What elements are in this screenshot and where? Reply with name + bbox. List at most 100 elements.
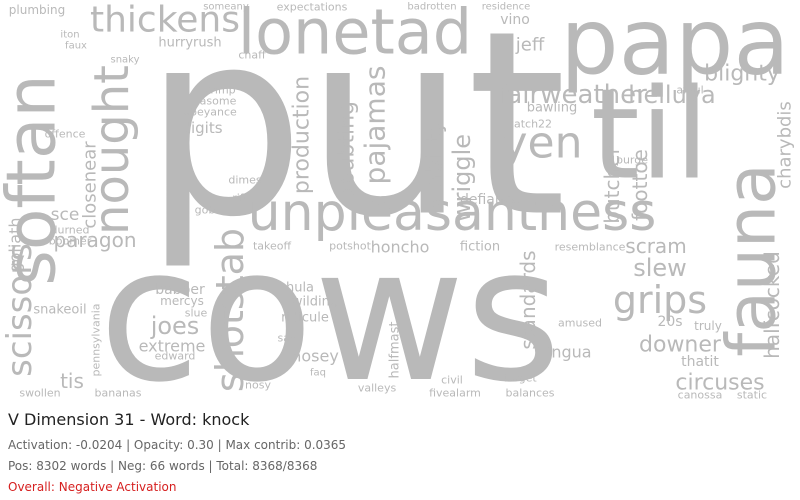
- cloud-word: nosey: [291, 347, 339, 366]
- cloud-word: potshot: [329, 240, 371, 253]
- cloud-word: fiction: [460, 240, 500, 255]
- cloud-word: honcho: [371, 238, 430, 257]
- cloud-word: yen: [502, 118, 583, 169]
- cloud-word: til: [591, 63, 709, 208]
- cloud-word: wilding: [292, 295, 338, 310]
- cloud-word: goliath: [6, 217, 25, 272]
- cloud-word: fauna: [713, 163, 792, 356]
- cloud-word: defiance: [460, 192, 520, 208]
- cloud-word: fairweather: [497, 80, 647, 110]
- cloud-word: residence: [482, 2, 531, 13]
- cloud-word: paragon: [53, 228, 136, 252]
- cloud-word: babber: [155, 282, 205, 298]
- cloud-word: snaky: [110, 55, 139, 66]
- cloud-word: production: [290, 76, 315, 194]
- cloud-word: static: [737, 389, 767, 402]
- cloud-word: nosy: [245, 379, 271, 392]
- cloud-word: someany: [203, 2, 249, 13]
- cloud-word: papa: [560, 0, 790, 96]
- cloud-word: closenear: [80, 141, 101, 229]
- cloud-word: standards: [516, 250, 540, 349]
- cloud-word: dimes: [228, 174, 262, 187]
- cloud-word: plumbing: [9, 3, 65, 17]
- cloud-word: chaff: [238, 49, 266, 62]
- cloud-word: gob: [195, 204, 216, 217]
- cloud-word: tis: [60, 369, 84, 393]
- cloud-word: slew: [633, 254, 687, 282]
- cloud-word: bawling: [527, 101, 578, 116]
- cloud-word: downer: [639, 333, 722, 358]
- cloud-word: pennsylvania: [90, 303, 103, 376]
- cloud-word: valleys: [358, 382, 397, 395]
- cloud-word: bananas: [95, 387, 142, 400]
- cloud-word: snakeoil: [33, 303, 86, 318]
- cloud-word: liability: [423, 120, 448, 200]
- cloud-word: halfmast: [388, 322, 403, 379]
- cloud-word: scissors: [0, 243, 40, 377]
- cloud-word: resemblance: [555, 241, 626, 254]
- cloud-word: doubting: [335, 101, 360, 199]
- cloud-word: joes: [150, 312, 200, 340]
- cloud-word: faux: [65, 41, 87, 52]
- cloud-word: takeoff: [253, 240, 292, 253]
- cloud-word: ridicule: [281, 311, 329, 326]
- cloud-word: badrotten: [407, 2, 456, 13]
- cloud-word: offence: [45, 128, 86, 141]
- cloud-word: sav: [278, 332, 297, 345]
- cloud-word: balances: [505, 387, 554, 400]
- cloud-word: faq: [310, 368, 326, 379]
- caption-counts: Pos: 8302 words | Neg: 66 words | Total:…: [8, 459, 318, 473]
- cloud-word: afoul: [676, 84, 703, 97]
- cloud-word: sce: [51, 205, 80, 225]
- cloud-word: halfcocked: [760, 251, 784, 359]
- cloud-word: shotstab: [208, 228, 252, 392]
- cloud-word: expectations: [277, 1, 348, 14]
- caption-overall: Overall: Negative Activation: [8, 480, 177, 494]
- cloud-word: slue: [185, 307, 208, 320]
- cloud-word: catch22: [508, 118, 552, 131]
- cloud-word: foottoe: [628, 149, 652, 221]
- cloud-word: fivealarm: [429, 387, 481, 400]
- cloud-word: canossa: [678, 389, 723, 402]
- cloud-word: extreme: [139, 337, 206, 356]
- cloud-word: rift: [232, 192, 248, 205]
- cloud-word: charybdis: [775, 101, 796, 189]
- cloud-word: mercys: [160, 294, 204, 308]
- cloud-word: jeff: [515, 35, 545, 56]
- cloud-word: swollen: [19, 387, 60, 400]
- cloud-word: civil: [441, 374, 463, 387]
- cloud-word: circuses: [675, 371, 764, 396]
- cloud-word: wriggle: [448, 134, 476, 222]
- cloud-word: 20s: [657, 314, 682, 330]
- cloud-word: nought: [84, 65, 140, 235]
- cloud-word: blighty: [704, 62, 780, 87]
- cloud-word: purge: [616, 154, 648, 167]
- cloud-word: asome: [200, 95, 237, 108]
- cloud-word: put: [143, 0, 566, 274]
- cloud-word: durned: [50, 224, 89, 237]
- cloud-word: edward: [155, 350, 196, 363]
- cloud-word: butcher: [600, 146, 624, 224]
- cloud-word: digits: [181, 119, 222, 137]
- cloud-word: target: [503, 372, 537, 385]
- cloud-word: lingua: [542, 343, 591, 362]
- cloud-word: vino: [500, 12, 530, 28]
- cloud-word: thickens: [90, 0, 240, 41]
- cloud-word: helluva: [628, 81, 715, 109]
- cloud-word: iton: [60, 30, 79, 41]
- cloud-word: softan: [0, 74, 72, 285]
- cloud-word: thatit: [681, 354, 719, 370]
- cloud-word: amused: [558, 317, 602, 330]
- cloud-word: grips: [613, 278, 707, 322]
- cloud-word: boomer: [49, 235, 92, 248]
- cloud-word: crimp: [204, 84, 235, 97]
- cloud-word: truly: [694, 319, 722, 333]
- caption-title: V Dimension 31 - Word: knock: [8, 410, 250, 429]
- cloud-word: pajamas: [359, 66, 392, 185]
- cloud-word: cows: [99, 207, 562, 405]
- cloud-word: abeyance: [183, 106, 237, 119]
- cloud-word: hula: [286, 281, 314, 296]
- cloud-word: hurryrush: [158, 36, 221, 51]
